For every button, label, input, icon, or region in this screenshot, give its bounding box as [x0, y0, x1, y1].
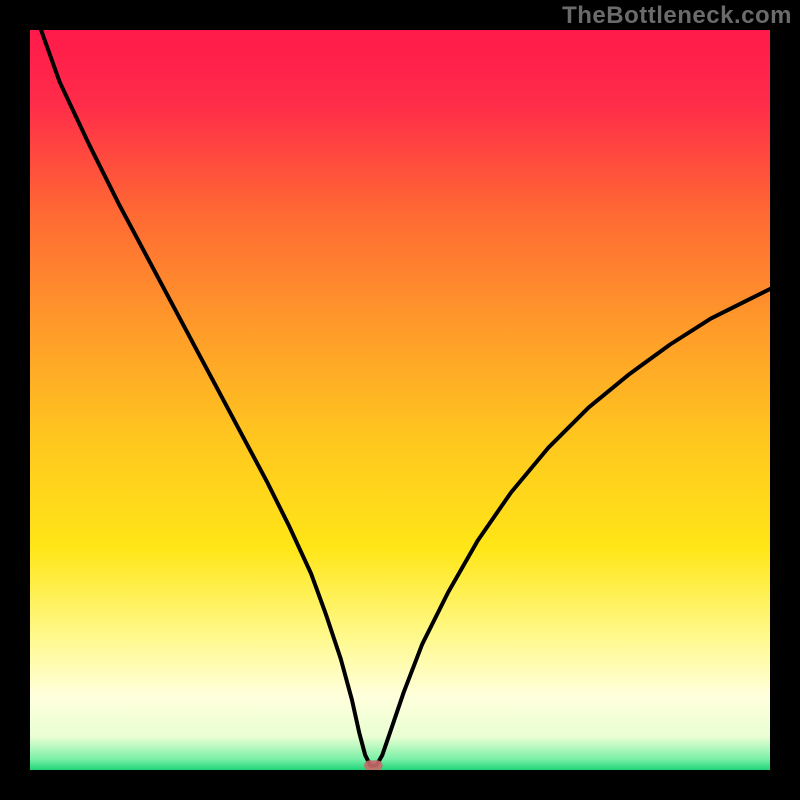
watermark-text: TheBottleneck.com: [562, 2, 792, 30]
bottleneck-chart: TheBottleneck.com: [0, 0, 800, 800]
chart-background-gradient: [30, 30, 770, 770]
chart-canvas: [0, 0, 800, 800]
minimum-marker: [364, 760, 383, 770]
